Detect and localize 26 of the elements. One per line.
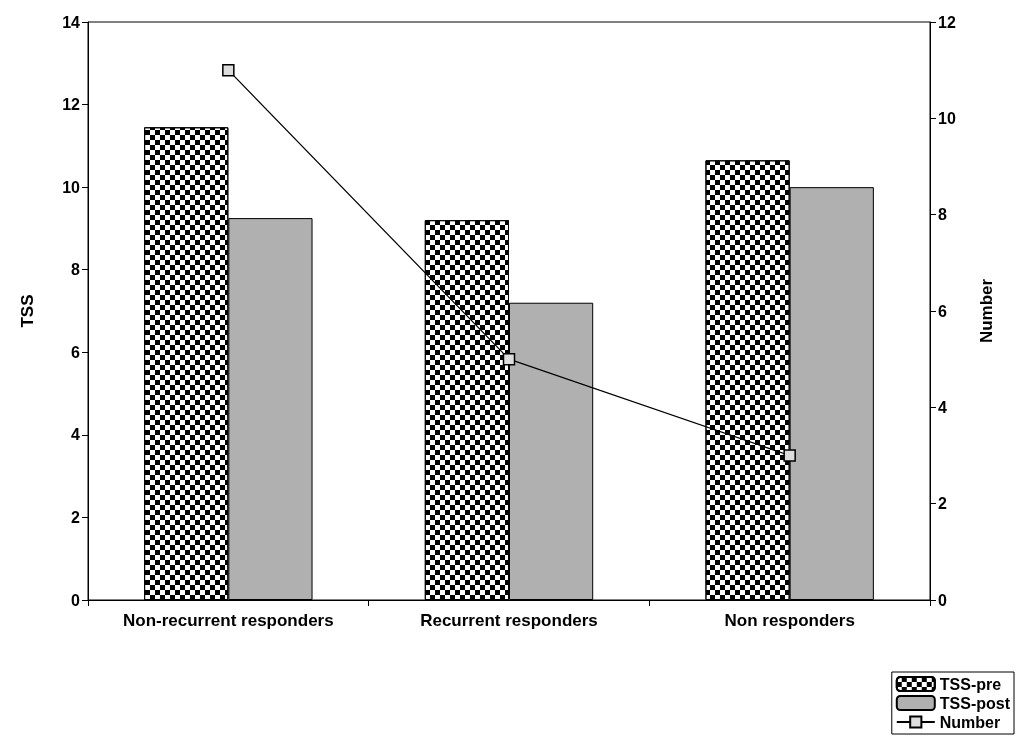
y-axis-title: TSS xyxy=(18,294,37,328)
y-tick-label: 10 xyxy=(62,178,81,196)
y2-tick-label: 10 xyxy=(938,109,956,127)
y2-tick-label: 2 xyxy=(938,495,947,513)
y-tick-label: 0 xyxy=(71,591,81,609)
x-tick-label: Recurrent responders xyxy=(420,611,598,630)
y-tick-label: 14 xyxy=(62,13,81,31)
y-tick-label: 6 xyxy=(71,343,81,361)
y-tick-label: 4 xyxy=(71,426,81,444)
y-tick-label: 12 xyxy=(62,96,81,114)
point xyxy=(783,449,796,462)
legend-label: TSS-post xyxy=(939,694,1011,712)
legend-label: Number xyxy=(939,713,1001,731)
y-tick-label: 2 xyxy=(71,508,81,526)
y2-tick-label: 12 xyxy=(938,13,956,31)
point xyxy=(502,352,516,366)
y2-axis-title: Number xyxy=(977,278,996,344)
y2-tick-label: 6 xyxy=(938,302,947,320)
y2-tick-label: 4 xyxy=(938,398,947,416)
legend-label: TSS-pre xyxy=(939,675,1002,693)
x-tick-label: Non responders xyxy=(724,611,855,630)
x-tick-label: Non-recurrent responders xyxy=(123,611,334,630)
point xyxy=(222,63,235,77)
y2-tick-label: 0 xyxy=(938,591,947,609)
y2-tick-label: 8 xyxy=(938,206,947,224)
y-tick-label: 8 xyxy=(71,261,81,279)
